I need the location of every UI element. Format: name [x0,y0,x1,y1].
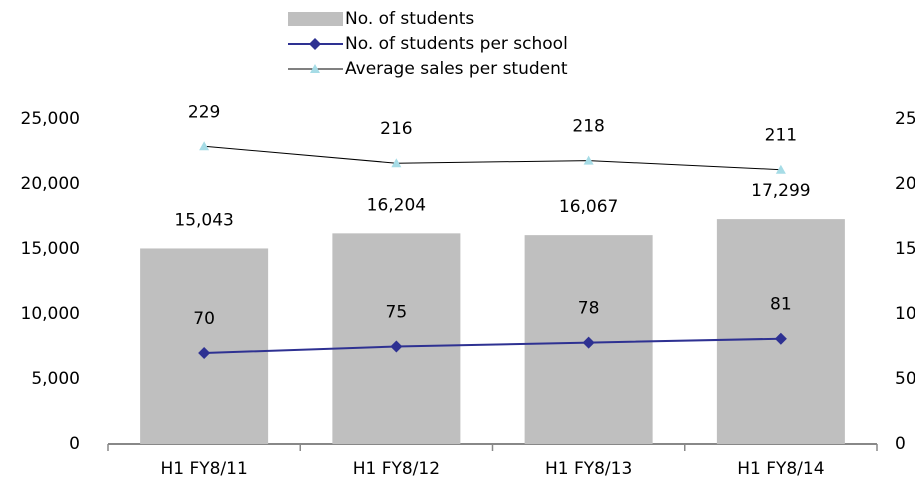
legend-marker [310,64,320,73]
data-label: 16,067 [559,197,618,217]
y2-tick-label: 50 [895,369,915,389]
bar [140,248,269,444]
legend-swatch [288,12,343,26]
legend-label: No. of students per school [345,34,568,54]
marker [774,332,787,345]
data-label: 75 [386,303,408,323]
data-label: 78 [578,299,600,319]
x-tick-label: H1 FY8/14 [737,459,824,479]
x-tick-label: H1 FY8/12 [353,459,440,479]
bar [332,233,461,444]
marker [391,158,402,168]
bar [716,219,845,444]
y2-tick-label: 100 [895,304,915,324]
y2-tick-label: 0 [895,434,906,454]
data-label: 17,299 [751,181,810,201]
legend-marker [309,38,321,50]
y-tick-label: 0 [69,434,80,454]
data-label: 15,043 [174,210,233,230]
marker [199,141,210,151]
legend-label: Average sales per student [345,59,568,79]
line [204,145,781,171]
y2-tick-label: 250 [895,109,915,129]
marker [775,164,786,174]
y-tick-label: 15,000 [21,239,80,259]
data-label: 16,204 [367,195,426,215]
marker [582,336,595,349]
data-label: 211 [765,126,797,146]
y-tick-label: 20,000 [21,174,80,194]
y2-tick-label: 150 [895,239,915,259]
data-label: 229 [188,102,220,122]
x-tick-label: H1 FY8/13 [545,459,632,479]
data-label: 218 [572,117,604,137]
legend-label: No. of students [345,9,474,29]
y2-tick-label: 200 [895,174,915,194]
y-tick-label: 10,000 [21,304,80,324]
marker [390,340,403,353]
x-tick-label: H1 FY8/11 [160,459,247,479]
data-label: 70 [193,309,215,329]
data-label: 216 [380,119,412,139]
y-tick-label: 25,000 [21,109,80,129]
marker [583,155,594,165]
marker [198,347,211,359]
data-label: 81 [770,295,792,315]
line [204,337,781,354]
y-tick-label: 5,000 [31,369,80,389]
